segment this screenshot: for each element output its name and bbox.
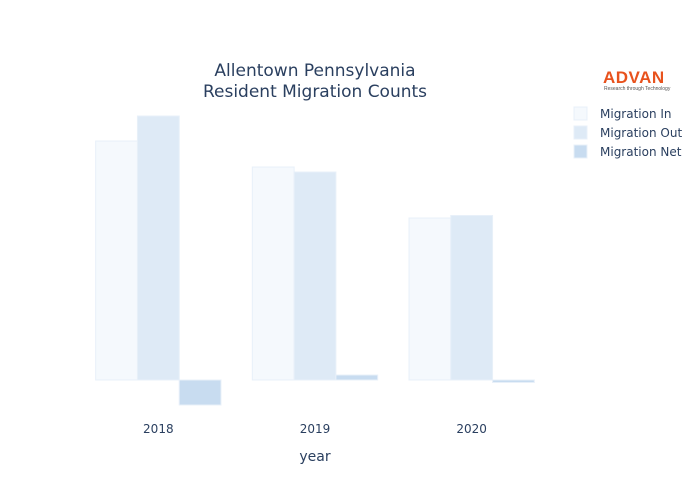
x-tick-2019: 2019 [300,422,331,436]
x-tick-2018: 2018 [143,422,174,436]
legend-swatch [573,106,588,121]
chart-title-line-1: Allentown Pennsylvania [214,61,415,81]
bar-migration-out-2020[interactable] [450,215,494,381]
x-tick-2020: 2020 [456,422,487,436]
legend-item-migration-net[interactable]: Migration Net [573,144,682,159]
legend-swatch [573,144,588,159]
advan-logo-tagline: Research through Technology [604,86,671,92]
legend-item-migration-out[interactable]: Migration Out [573,125,682,140]
legend-item-migration-in[interactable]: Migration In [573,106,672,121]
advan-logo: ADVAN Research through Technology [603,68,671,92]
bar-migration-in-2019[interactable] [251,166,295,381]
legend-label: Migration In [600,107,672,121]
bar-migration-in-2018[interactable] [95,140,138,381]
chart-title-line-2: Resident Migration Counts [203,82,427,102]
advan-logo-text: ADVAN [603,68,665,87]
bar-migration-out-2019[interactable] [293,171,337,381]
bars-group [95,115,535,406]
bar-migration-net-2018[interactable] [178,379,222,406]
legend[interactable]: Migration In Migration Out Migration Net [573,106,682,159]
legend-label: Migration Net [600,145,682,159]
x-axis-title: year [299,449,330,465]
legend-label: Migration Out [600,126,682,140]
legend-swatch [573,125,588,140]
bar-migration-net-2020[interactable] [492,379,535,383]
bar-migration-net-2019[interactable] [335,374,379,381]
x-tick-labels: 2018 2019 2020 [143,422,487,436]
bar-migration-out-2018[interactable] [136,115,180,381]
bar-migration-in-2020[interactable] [408,217,452,381]
